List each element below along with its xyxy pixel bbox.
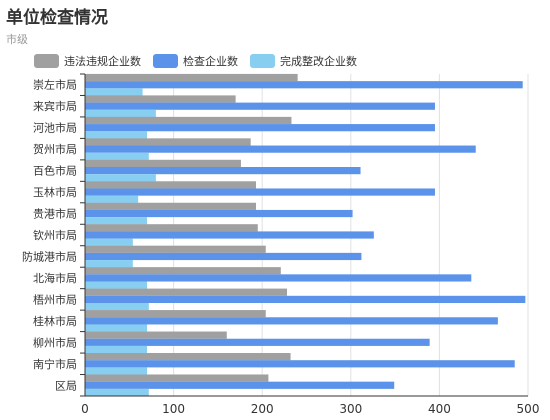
bar-violations — [85, 116, 292, 125]
bar-inspected — [85, 295, 526, 303]
legend-item-rectified[interactable]: 完成整改企业数 — [250, 53, 357, 69]
x-tick-label: 500 — [517, 402, 540, 416]
bar-rectified — [85, 217, 148, 225]
y-tick-label: 北海市局 — [33, 271, 77, 285]
y-tick-label: 区局 — [55, 379, 77, 392]
bar-rectified — [85, 345, 148, 354]
y-tick-label: 崇左市局 — [33, 78, 77, 92]
bar-violations — [85, 138, 251, 146]
x-tick-label: 300 — [339, 402, 362, 416]
bar-rectified — [85, 303, 149, 311]
legend-item-inspected[interactable]: 检查企业数 — [153, 53, 238, 69]
bar-violations — [85, 202, 256, 210]
bar-inspected — [85, 167, 361, 175]
chart-title: 单位检查情况 — [6, 8, 108, 28]
y-tick-label: 钦州市局 — [33, 228, 77, 242]
bar-rectified — [85, 324, 148, 332]
y-tick-label: 桂林市局 — [33, 314, 77, 328]
y-tick-label: 梧州市局 — [33, 292, 77, 306]
y-tick-label: 柳州市局 — [33, 335, 77, 349]
bar-inspected — [85, 145, 476, 153]
bar-inspected — [85, 188, 435, 196]
bar-rectified — [85, 238, 133, 246]
bar-inspected — [85, 274, 472, 282]
bar-rectified — [85, 195, 139, 203]
bar-rectified — [85, 281, 148, 289]
bar-violations — [85, 353, 291, 361]
legend-label-violations: 违法违规企业数 — [64, 55, 141, 68]
legend-item-violations[interactable]: 违法违规企业数 — [34, 53, 141, 69]
bar-violations — [85, 288, 288, 296]
y-tick-label: 贵港市局 — [33, 207, 77, 221]
bar-violations — [85, 159, 241, 167]
bar-rectified — [85, 152, 149, 160]
bar-violations — [85, 95, 236, 103]
bar-inspected — [85, 360, 515, 368]
x-tick-label: 0 — [81, 402, 89, 416]
y-tick-label: 河池市局 — [33, 121, 77, 135]
bar-inspected — [85, 231, 374, 239]
bar-inspected — [85, 124, 435, 132]
bar-violations — [85, 374, 269, 382]
legend-label-inspected: 检查企业数 — [183, 55, 238, 68]
bar-rectified — [85, 367, 148, 375]
y-tick-label: 防城港市局 — [22, 249, 77, 263]
bar-inspected — [85, 338, 430, 346]
bar-rectified — [85, 88, 143, 96]
bar-inspected — [85, 209, 353, 218]
legend: 违法违规企业数 检查企业数 完成整改企业数 — [34, 53, 357, 69]
legend-swatch-violations — [34, 54, 59, 68]
y-tick-label: 玉林市局 — [33, 185, 77, 199]
legend-label-rectified: 完成整改企业数 — [280, 55, 357, 68]
bar-rectified — [85, 388, 149, 397]
bar-violations — [85, 73, 298, 82]
bar-inspected — [85, 102, 435, 110]
bar-inspected — [85, 81, 523, 89]
bar-violations — [85, 310, 266, 318]
x-tick-label: 400 — [428, 402, 451, 416]
chart-subtitle: 市级 — [6, 33, 28, 46]
bar-rectified — [85, 174, 156, 182]
bar-inspected — [85, 252, 362, 261]
bar-rectified — [85, 131, 148, 139]
bar-violations — [85, 331, 227, 339]
bar-violations — [85, 245, 266, 253]
bar-violations — [85, 267, 281, 275]
x-tick-label: 100 — [162, 402, 185, 416]
y-tick-label: 贺州市局 — [33, 142, 77, 156]
y-tick-label: 来宾市局 — [33, 99, 77, 113]
bar-rectified — [85, 109, 156, 117]
bar-rectified — [85, 260, 133, 268]
y-tick-label: 百色市局 — [33, 164, 77, 178]
legend-swatch-rectified — [250, 54, 275, 68]
bar-violations — [85, 224, 258, 232]
bar-inspected — [85, 317, 498, 325]
y-tick-label: 南宁市局 — [33, 357, 77, 371]
x-tick-label: 200 — [251, 402, 274, 416]
bar-inspected — [85, 381, 395, 389]
bar-violations — [85, 181, 256, 189]
legend-swatch-inspected — [153, 54, 178, 68]
